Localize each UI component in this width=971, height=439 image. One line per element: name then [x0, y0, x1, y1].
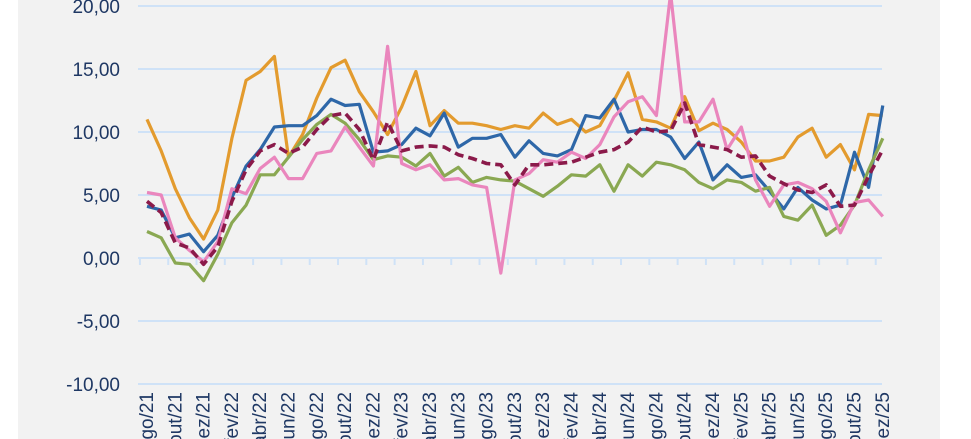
x-tick-label: ago/23	[477, 392, 498, 439]
series-lines	[145, 0, 885, 283]
x-tick-label: out/24	[675, 392, 696, 439]
x-tick-label: out/25	[845, 392, 866, 439]
series-line-5	[145, 101, 885, 267]
x-tick-label: out/21	[165, 392, 186, 439]
x-tick-label: fev/23	[392, 392, 413, 439]
x-tick-label: fev/24	[562, 392, 583, 439]
series-line-4	[146, 0, 885, 275]
y-axis-ticks: -10,00 -5,00 0,00 5,00 10,00 15,00 20,00	[66, 0, 120, 396]
y-tick-label: -10,00	[66, 375, 120, 396]
x-tick-label: dez/24	[703, 392, 724, 439]
x-tick-label: fev/22	[222, 392, 243, 439]
series-line-2	[146, 97, 885, 254]
y-tick-label: 15,00	[72, 60, 120, 81]
x-tick-label: ago/24	[646, 392, 667, 439]
x-tick-label: jun/25	[788, 392, 809, 439]
x-tick-label: out/22	[335, 392, 356, 439]
x-tick-label: ago/22	[307, 392, 328, 439]
x-tick-label: abr/24	[590, 392, 611, 439]
x-tick-label: dez/25	[873, 392, 894, 439]
gridlines	[138, 5, 882, 385]
y-tick-label: 5,00	[83, 186, 120, 207]
x-tick-label: abr/23	[420, 392, 441, 439]
chart-area	[18, 0, 940, 439]
x-tick-label: jun/23	[448, 392, 469, 439]
y-tick-label: 10,00	[72, 123, 120, 144]
x-tick-label: out/23	[505, 392, 526, 439]
x-tick-label: dez/22	[363, 392, 384, 439]
y-tick-label: 0,00	[83, 249, 120, 270]
x-tick-label: ago/25	[816, 392, 837, 439]
x-tick-label: dez/23	[533, 392, 554, 439]
y-tick-label: -5,00	[77, 312, 120, 333]
y-tick-label: 20,00	[72, 0, 120, 18]
x-tick-label: ago/21	[137, 392, 158, 439]
x-tick-label: fev/25	[731, 392, 752, 439]
x-axis: ago/21 out/21 dez/21 fev/22 abr/22 jun/22 ago/…	[137, 258, 894, 439]
series-line-1	[145, 54, 883, 241]
series-line-3	[146, 112, 885, 283]
x-tick-label: abr/25	[760, 392, 781, 439]
x-tick-label: jun/22	[279, 392, 300, 439]
x-tick-label: jun/24	[618, 392, 639, 439]
x-tick-label: dez/21	[194, 392, 215, 439]
x-tick-label: abr/22	[250, 392, 271, 439]
